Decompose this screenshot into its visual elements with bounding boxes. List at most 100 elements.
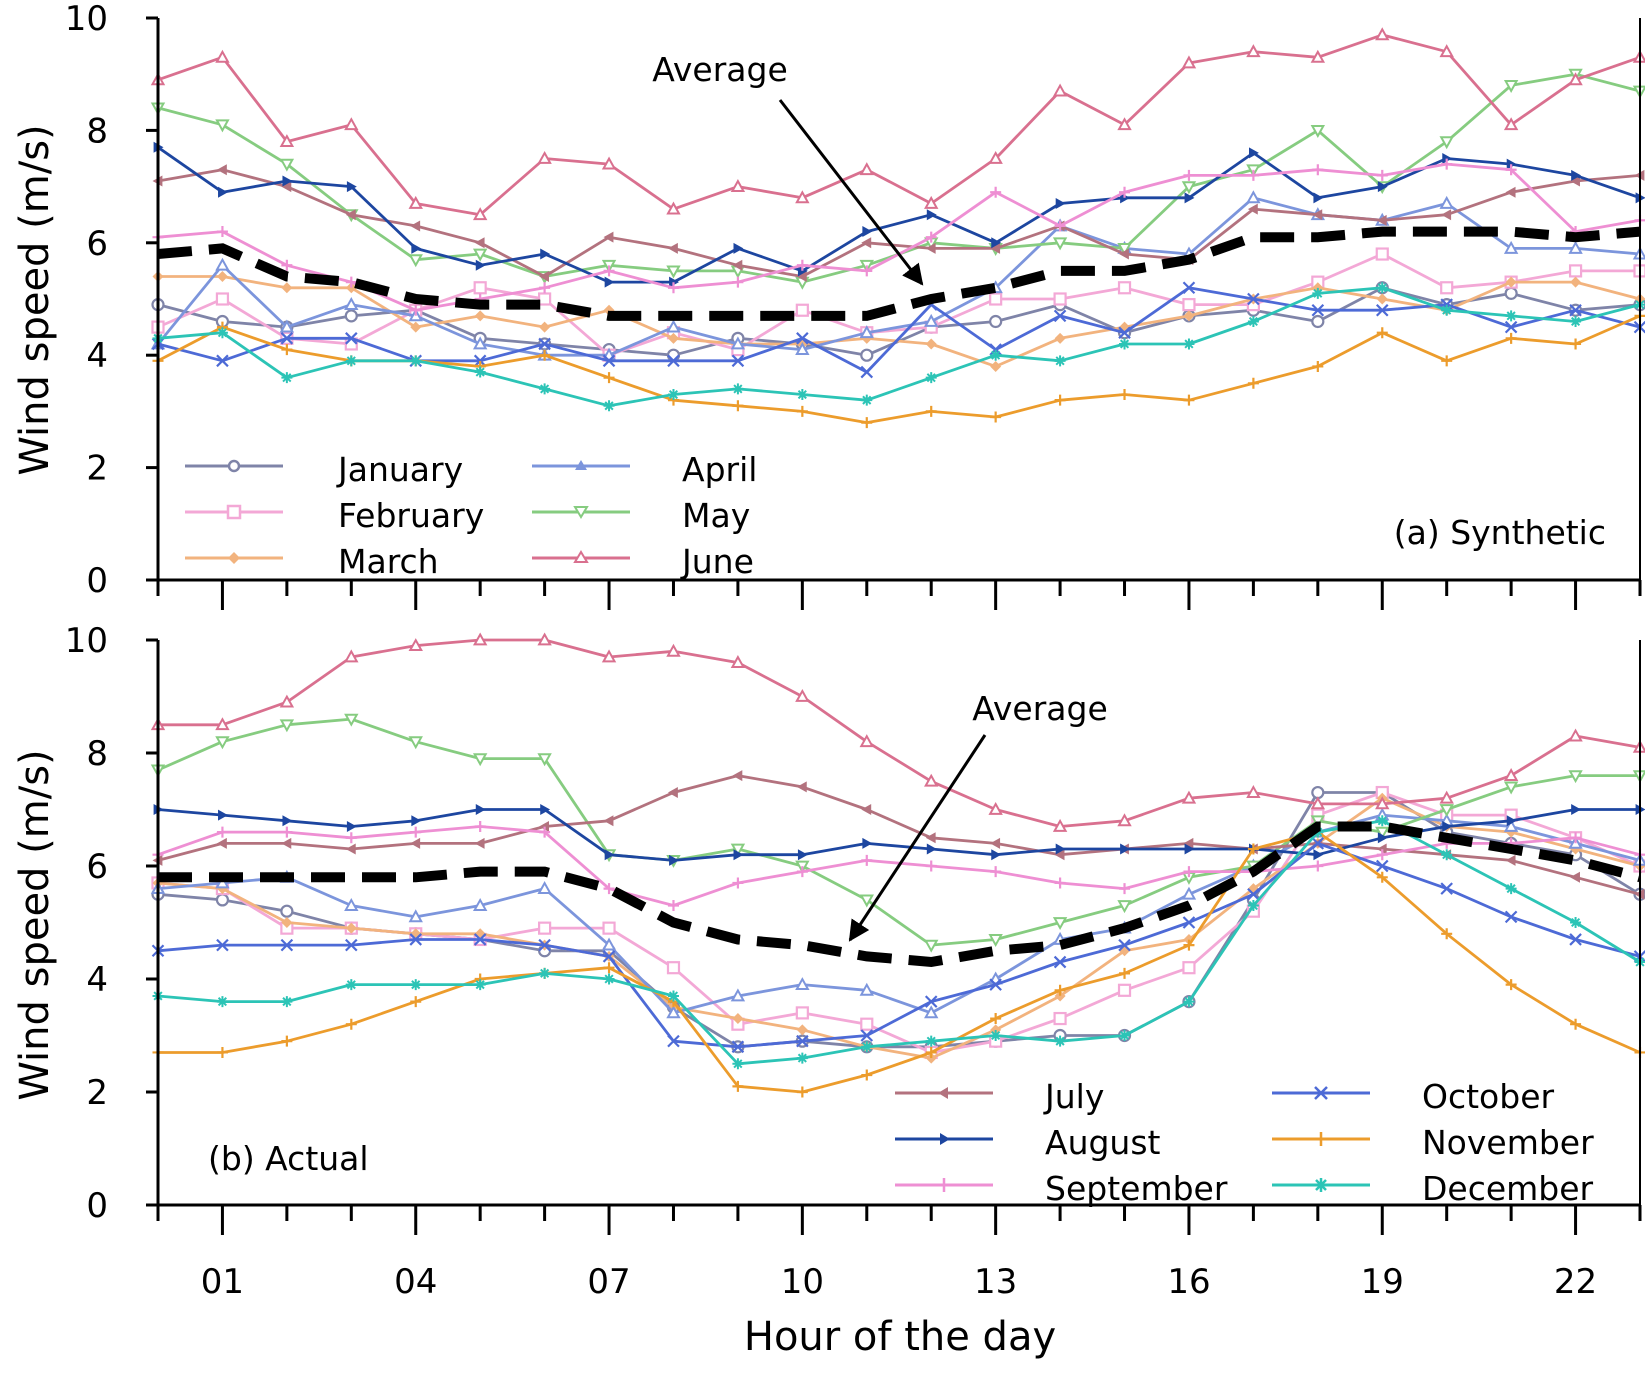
data-point [1441, 304, 1453, 316]
series-june [150, 632, 1645, 832]
data-point [797, 265, 808, 277]
data-point [1117, 243, 1132, 256]
data-point [1570, 917, 1582, 928]
series-line [157, 808, 1640, 862]
data-point [1247, 203, 1258, 215]
legend-label: May [682, 496, 750, 535]
x-tick-label: 10 [781, 1262, 824, 1302]
data-point [1376, 849, 1388, 861]
data-point [1182, 961, 1196, 975]
data-point [604, 276, 615, 288]
data-point [1505, 332, 1517, 344]
data-point [1181, 790, 1197, 804]
legend-label: November [1422, 1123, 1594, 1162]
data-point [1441, 355, 1453, 367]
data-point [1376, 214, 1387, 226]
legend: July August September October November D… [895, 1077, 1594, 1208]
y-tick-label: 10 [65, 621, 108, 661]
series-average [157, 226, 1641, 321]
data-point [1439, 44, 1454, 58]
data-point [408, 909, 423, 923]
data-point [1312, 860, 1324, 872]
data-point [344, 117, 359, 131]
data-point [280, 332, 294, 345]
data-point [408, 638, 423, 652]
legend-item-september: September [895, 1169, 1228, 1208]
legend-item-march: March [185, 542, 439, 581]
data-point [537, 881, 552, 894]
data-point [408, 195, 423, 209]
data-point [988, 801, 1003, 815]
data-point [1377, 832, 1388, 844]
data-point [1568, 264, 1583, 278]
data-point [1312, 287, 1324, 299]
data-point [1569, 933, 1582, 946]
annotation-label: Average [652, 50, 788, 89]
data-point [540, 804, 551, 815]
data-point [279, 134, 295, 148]
series-line [157, 774, 1641, 896]
data-point [796, 1034, 809, 1048]
data-point [216, 327, 228, 339]
data-point [1055, 197, 1066, 209]
data-point [1119, 186, 1131, 198]
data-point [667, 389, 679, 401]
data-point [281, 837, 292, 849]
data-point [1183, 169, 1195, 181]
data-point [924, 939, 939, 953]
y-tick-layer: 0 2 4 6 8 10 [65, 621, 158, 1226]
data-point [1376, 282, 1388, 294]
data-point [281, 917, 293, 928]
data-point [1506, 158, 1517, 170]
data-point [795, 688, 810, 702]
data-point [1183, 394, 1195, 406]
series-line [158, 830, 1641, 1094]
data-point [410, 979, 422, 991]
data-point [730, 655, 746, 668]
data-point [279, 719, 295, 733]
data-point [730, 988, 746, 1002]
data-point [990, 866, 1002, 878]
data-point [215, 875, 230, 889]
data-point [603, 815, 614, 827]
data-point [281, 826, 293, 838]
data-point [602, 950, 616, 963]
data-point [280, 904, 294, 918]
data-point [989, 314, 1003, 329]
data-point [1375, 247, 1389, 261]
data-point [601, 937, 617, 951]
data-point [537, 150, 552, 164]
data-point [861, 237, 872, 249]
series-line [157, 286, 1641, 357]
data-point [346, 820, 357, 832]
data-point [732, 770, 743, 782]
data-point [1181, 181, 1197, 195]
data-point [666, 1005, 681, 1019]
data-point [1184, 843, 1195, 855]
data-point [1375, 859, 1389, 873]
data-point [216, 226, 228, 238]
series-line [157, 314, 1641, 425]
data-point [1120, 843, 1131, 855]
data-point [860, 348, 874, 362]
data-point [345, 1018, 357, 1030]
data-point [924, 773, 939, 787]
data-point [1504, 320, 1518, 334]
data-point [472, 248, 488, 262]
data-point [1568, 240, 1583, 254]
series-line [157, 286, 1641, 408]
legend: January February March April May June [185, 450, 757, 581]
data-point [667, 787, 678, 799]
data-point [1118, 938, 1131, 952]
data-point [925, 231, 937, 243]
legend-item-october: October [1272, 1077, 1554, 1116]
data-point [603, 265, 615, 277]
data-point [411, 815, 422, 827]
data-point [1570, 338, 1582, 350]
series-june [150, 27, 1645, 221]
data-point [1182, 281, 1196, 295]
data-point [862, 226, 873, 238]
annotation-arrow [778, 99, 924, 286]
data-point [1117, 900, 1132, 914]
data-point [1310, 796, 1326, 810]
